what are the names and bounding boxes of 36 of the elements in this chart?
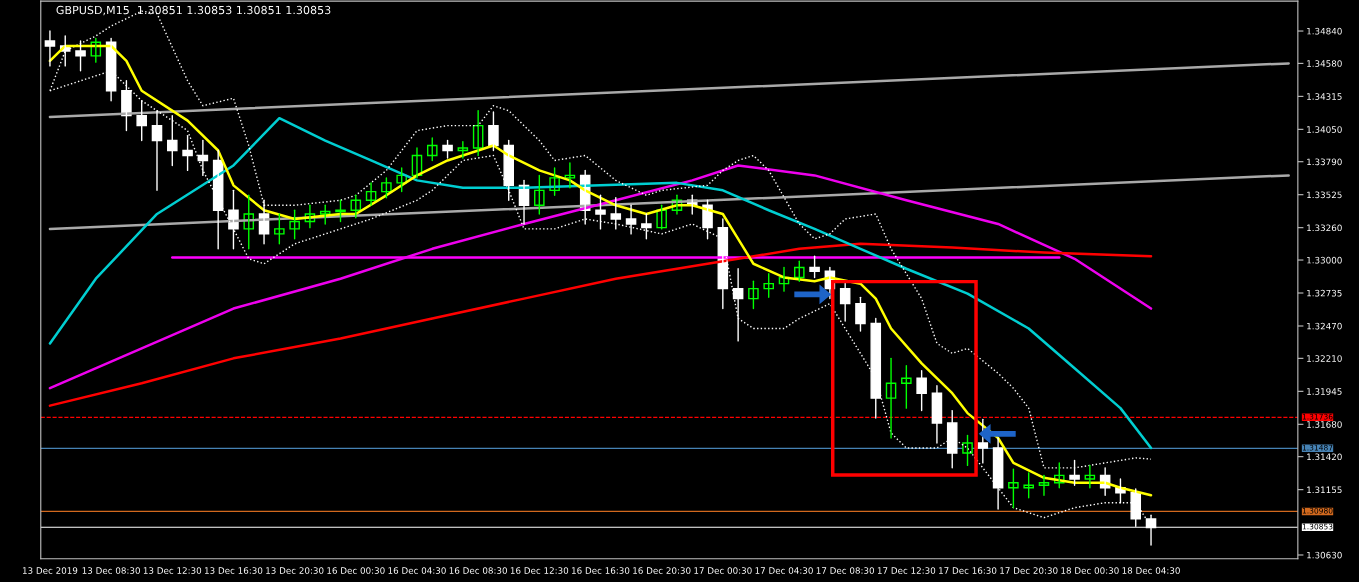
y-tick-label: 1.30630 [1307, 551, 1342, 559]
x-tick-label: 13 Dec 20:30 [266, 567, 324, 574]
x-tick-label: 17 Dec 00:30 [694, 567, 752, 574]
y-tick-label: 1.34840 [1307, 27, 1342, 35]
y-tick-label: 1.33790 [1307, 158, 1342, 166]
y-tick-label: 1.31155 [1307, 486, 1342, 494]
y-tick-label: 1.33260 [1307, 224, 1342, 232]
x-tick-label: 13 Dec 16:30 [205, 567, 263, 574]
y-tick-label: 1.33525 [1307, 191, 1342, 199]
chart-title: GBPUSD,M15 1.30851 1.30853 1.30851 1.30853 [56, 5, 331, 16]
y-tick-label: 1.32470 [1307, 322, 1342, 330]
x-tick-label: 16 Dec 16:30 [572, 567, 630, 574]
x-tick-label: 13 Dec 12:30 [143, 567, 202, 574]
x-tick-label: 17 Dec 20:30 [1000, 567, 1058, 574]
x-tick-label: 17 Dec 16:30 [939, 567, 997, 574]
x-tick-label: 18 Dec 00:30 [1061, 567, 1119, 574]
x-tick-label: 16 Dec 04:30 [388, 567, 446, 574]
y-tick-label: 1.31680 [1307, 421, 1342, 428]
y-tick-label: 1.32210 [1307, 355, 1342, 362]
x-tick-label: 17 Dec 04:30 [755, 567, 813, 574]
x-tick-label: 18 Dec 04:30 [1122, 567, 1180, 574]
x-tick-label: 17 Dec 08:30 [816, 567, 875, 574]
x-tick-label: 17 Dec 12:30 [877, 567, 936, 574]
x-tick-label: 16 Dec 20:30 [633, 567, 691, 574]
y-tick-label: 1.31420 [1307, 453, 1342, 461]
x-tick-label: 13 Dec 2019 [22, 567, 78, 574]
y-tick-label: 1.33000 [1307, 256, 1342, 264]
y-tick-label: 1.34050 [1307, 126, 1342, 133]
y-tick-label: 1.34315 [1307, 93, 1342, 100]
x-tick-label: 16 Dec 08:30 [449, 567, 507, 574]
x-tick-label: 13 Dec 08:30 [82, 567, 140, 574]
y-tick-label: 1.31945 [1307, 388, 1342, 395]
x-tick-label: 16 Dec 12:30 [510, 567, 569, 574]
y-tick-label: 1.32735 [1307, 289, 1342, 297]
x-tick-label: 16 Dec 00:30 [327, 567, 385, 574]
y-tick-label: 1.34580 [1307, 60, 1342, 67]
